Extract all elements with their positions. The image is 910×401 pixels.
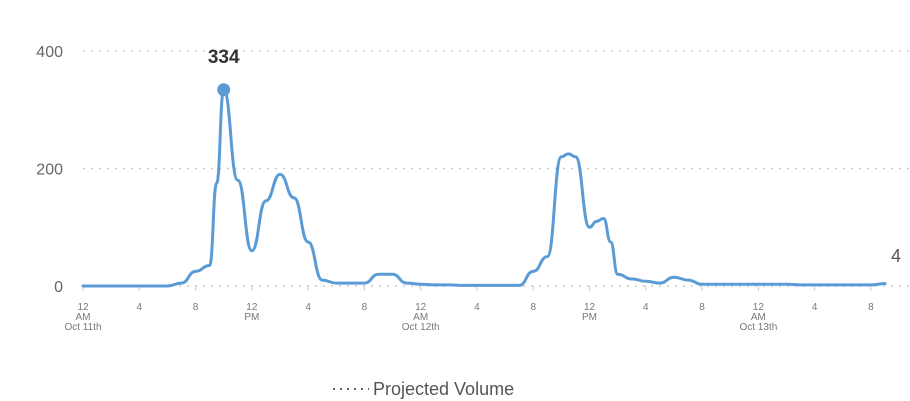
x-tick-label-line: 4	[643, 302, 649, 313]
x-tick-label-line: 8	[868, 302, 874, 313]
x-tick-label-line: 8	[362, 302, 368, 313]
x-tick-label: 4	[643, 302, 649, 313]
y-axis: 0 200 400	[36, 44, 63, 296]
x-tick-label: 4	[474, 302, 480, 313]
x-tick-label-line: 8	[699, 302, 705, 313]
x-tick-label-line: 4	[136, 302, 142, 313]
x-tick-label-line: AM	[413, 312, 428, 323]
x-tick-label-line: 4	[474, 302, 480, 313]
peak-value-label: 334	[208, 47, 240, 68]
x-tick-label-line: Oct 13th	[739, 322, 777, 333]
end-value-label: 4	[891, 246, 901, 266]
legend[interactable]: Projected Volume	[333, 379, 514, 399]
x-tick-label-line: PM	[582, 312, 597, 323]
x-tick-label: 8	[530, 302, 536, 313]
x-tick-label-line: AM	[76, 312, 91, 323]
annotation-layer: 334 4	[208, 47, 901, 266]
x-tick-label: 8	[699, 302, 705, 313]
x-tick-label-line: 8	[530, 302, 536, 313]
y-tick-label: 400	[36, 44, 63, 61]
x-tick-label-line: 12	[584, 302, 596, 313]
y-tick-label: 0	[54, 279, 63, 296]
y-tick-label: 200	[36, 162, 63, 179]
x-tick-label-line: 12	[246, 302, 258, 313]
legend-label-projected-volume[interactable]: Projected Volume	[373, 379, 514, 399]
series-layer	[81, 88, 887, 288]
volume-series-line	[81, 88, 887, 288]
x-tick-label-line: Oct 12th	[402, 322, 440, 333]
x-tick-label: 8	[362, 302, 368, 313]
x-tick-label-line: Oct 11th	[64, 322, 101, 333]
x-tick-label: 4	[136, 302, 142, 313]
x-tick-label-line: 12	[415, 302, 427, 313]
peak-point[interactable]	[217, 83, 231, 97]
x-tick-label-line: AM	[751, 312, 766, 323]
x-tick-label: 4	[812, 302, 818, 313]
x-tick-label-line: 8	[193, 302, 199, 313]
x-tick-label-line: 12	[753, 302, 765, 313]
x-tick-label-line: 12	[77, 302, 89, 313]
x-tick-label: 8	[193, 302, 199, 313]
x-tick-label: 4	[305, 302, 311, 313]
x-tick-label-line: 4	[305, 302, 311, 313]
x-tick-label: 8	[868, 302, 874, 313]
x-tick-label-line: 4	[812, 302, 818, 313]
grid-lines	[83, 50, 910, 287]
x-tick-label-line: PM	[244, 312, 259, 323]
